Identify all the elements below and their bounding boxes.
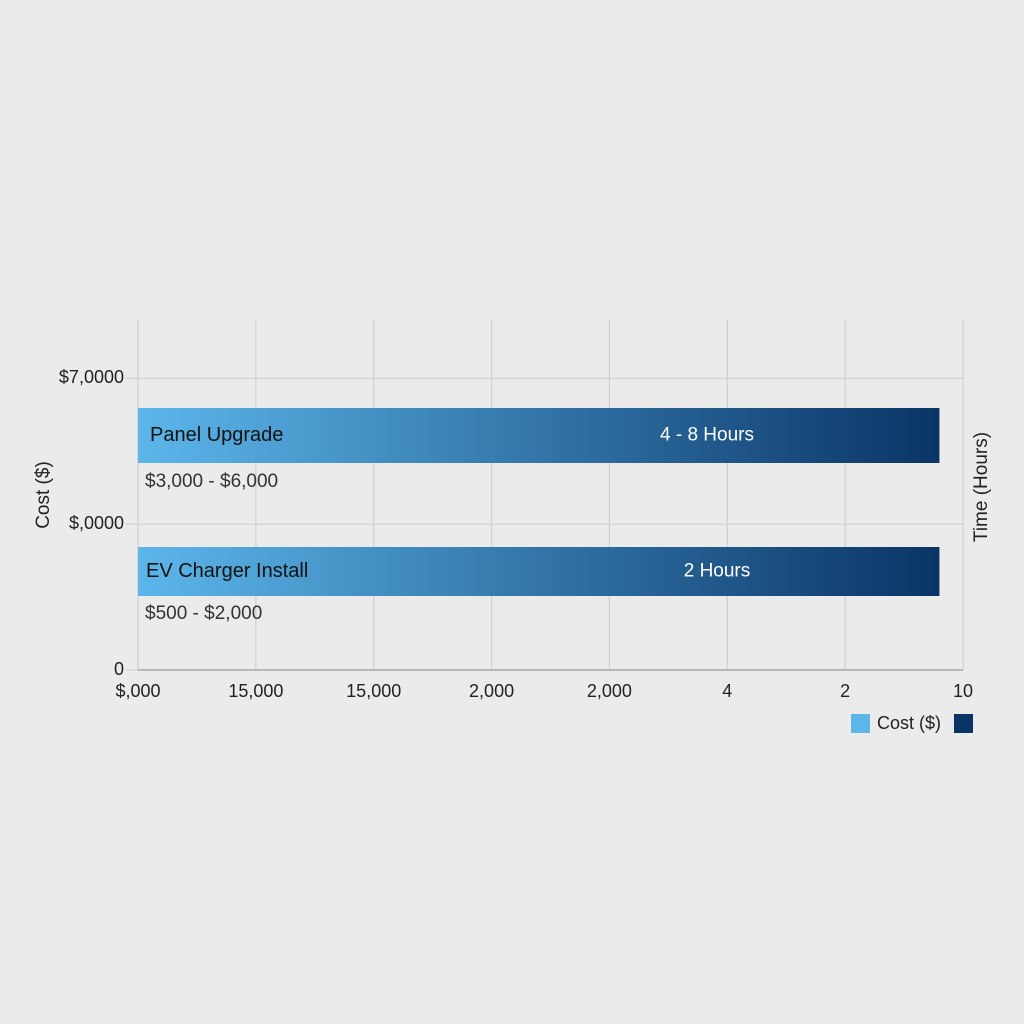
cost-label: $3,000 - $6,000 [145,471,278,492]
x-tick-label: 15,000 [346,681,401,701]
time-label: 4 - 8 Hours [660,425,754,446]
category-label: EV Charger Install [146,560,308,582]
x-tick-label: 2,000 [587,681,632,701]
category-label: Panel Upgrade [150,424,283,446]
x-tick-label: 2,000 [469,681,514,701]
time-label: 2 Hours [684,561,751,582]
legend-label: Cost ($) [877,713,941,733]
y-tick-label: $,0000 [69,513,124,533]
cost-label: $500 - $2,000 [145,603,262,624]
y-tick-label: 0 [114,659,124,679]
legend-swatch [954,714,973,733]
y-axis-label: Cost ($) [33,461,54,529]
bar [138,547,940,596]
x-tick-label: 2 [840,681,850,701]
bar [138,408,940,463]
x-tick-label: $,000 [115,681,160,701]
x-tick-label: 4 [722,681,732,701]
x-tick-label: 15,000 [228,681,283,701]
y-tick-label: $7,0000 [59,367,124,387]
legend-swatch [851,714,870,733]
x-tick-label: 10 [953,681,973,701]
y2-axis-label: Time (Hours) [971,432,992,542]
